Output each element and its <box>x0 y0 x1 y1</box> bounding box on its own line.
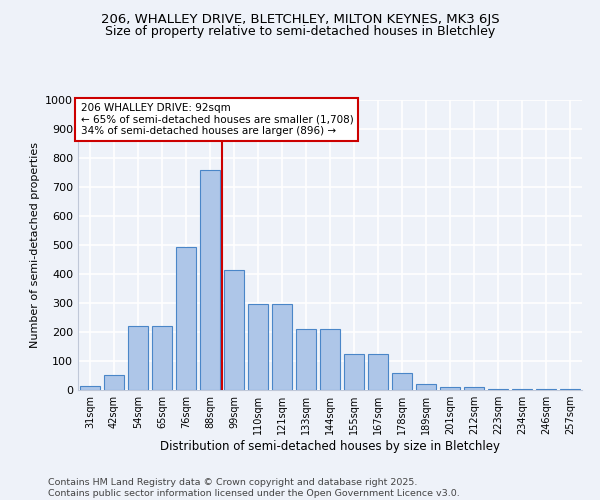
Bar <box>128 326 148 390</box>
Text: 206 WHALLEY DRIVE: 92sqm
← 65% of semi-detached houses are smaller (1,708)
34% o: 206 WHALLEY DRIVE: 92sqm ← 65% of semi-d… <box>80 103 353 136</box>
Bar <box>560 388 580 390</box>
Text: 206, WHALLEY DRIVE, BLETCHLEY, MILTON KEYNES, MK3 6JS: 206, WHALLEY DRIVE, BLETCHLEY, MILTON KE… <box>101 12 499 26</box>
Bar <box>80 386 100 390</box>
Bar <box>488 388 508 390</box>
Bar <box>176 247 196 390</box>
Bar <box>416 384 436 390</box>
Bar <box>368 354 388 390</box>
Bar <box>392 374 412 390</box>
Bar <box>344 354 364 390</box>
Y-axis label: Number of semi-detached properties: Number of semi-detached properties <box>29 142 40 348</box>
Bar <box>152 326 172 390</box>
Bar <box>320 329 340 390</box>
Text: Size of property relative to semi-detached houses in Bletchley: Size of property relative to semi-detach… <box>105 25 495 38</box>
Bar <box>104 375 124 390</box>
Bar <box>224 270 244 390</box>
Bar <box>536 388 556 390</box>
X-axis label: Distribution of semi-detached houses by size in Bletchley: Distribution of semi-detached houses by … <box>160 440 500 453</box>
Bar <box>440 386 460 390</box>
Bar <box>272 304 292 390</box>
Bar <box>200 170 220 390</box>
Bar <box>512 388 532 390</box>
Bar <box>296 329 316 390</box>
Text: Contains HM Land Registry data © Crown copyright and database right 2025.
Contai: Contains HM Land Registry data © Crown c… <box>48 478 460 498</box>
Bar <box>464 386 484 390</box>
Bar <box>248 304 268 390</box>
